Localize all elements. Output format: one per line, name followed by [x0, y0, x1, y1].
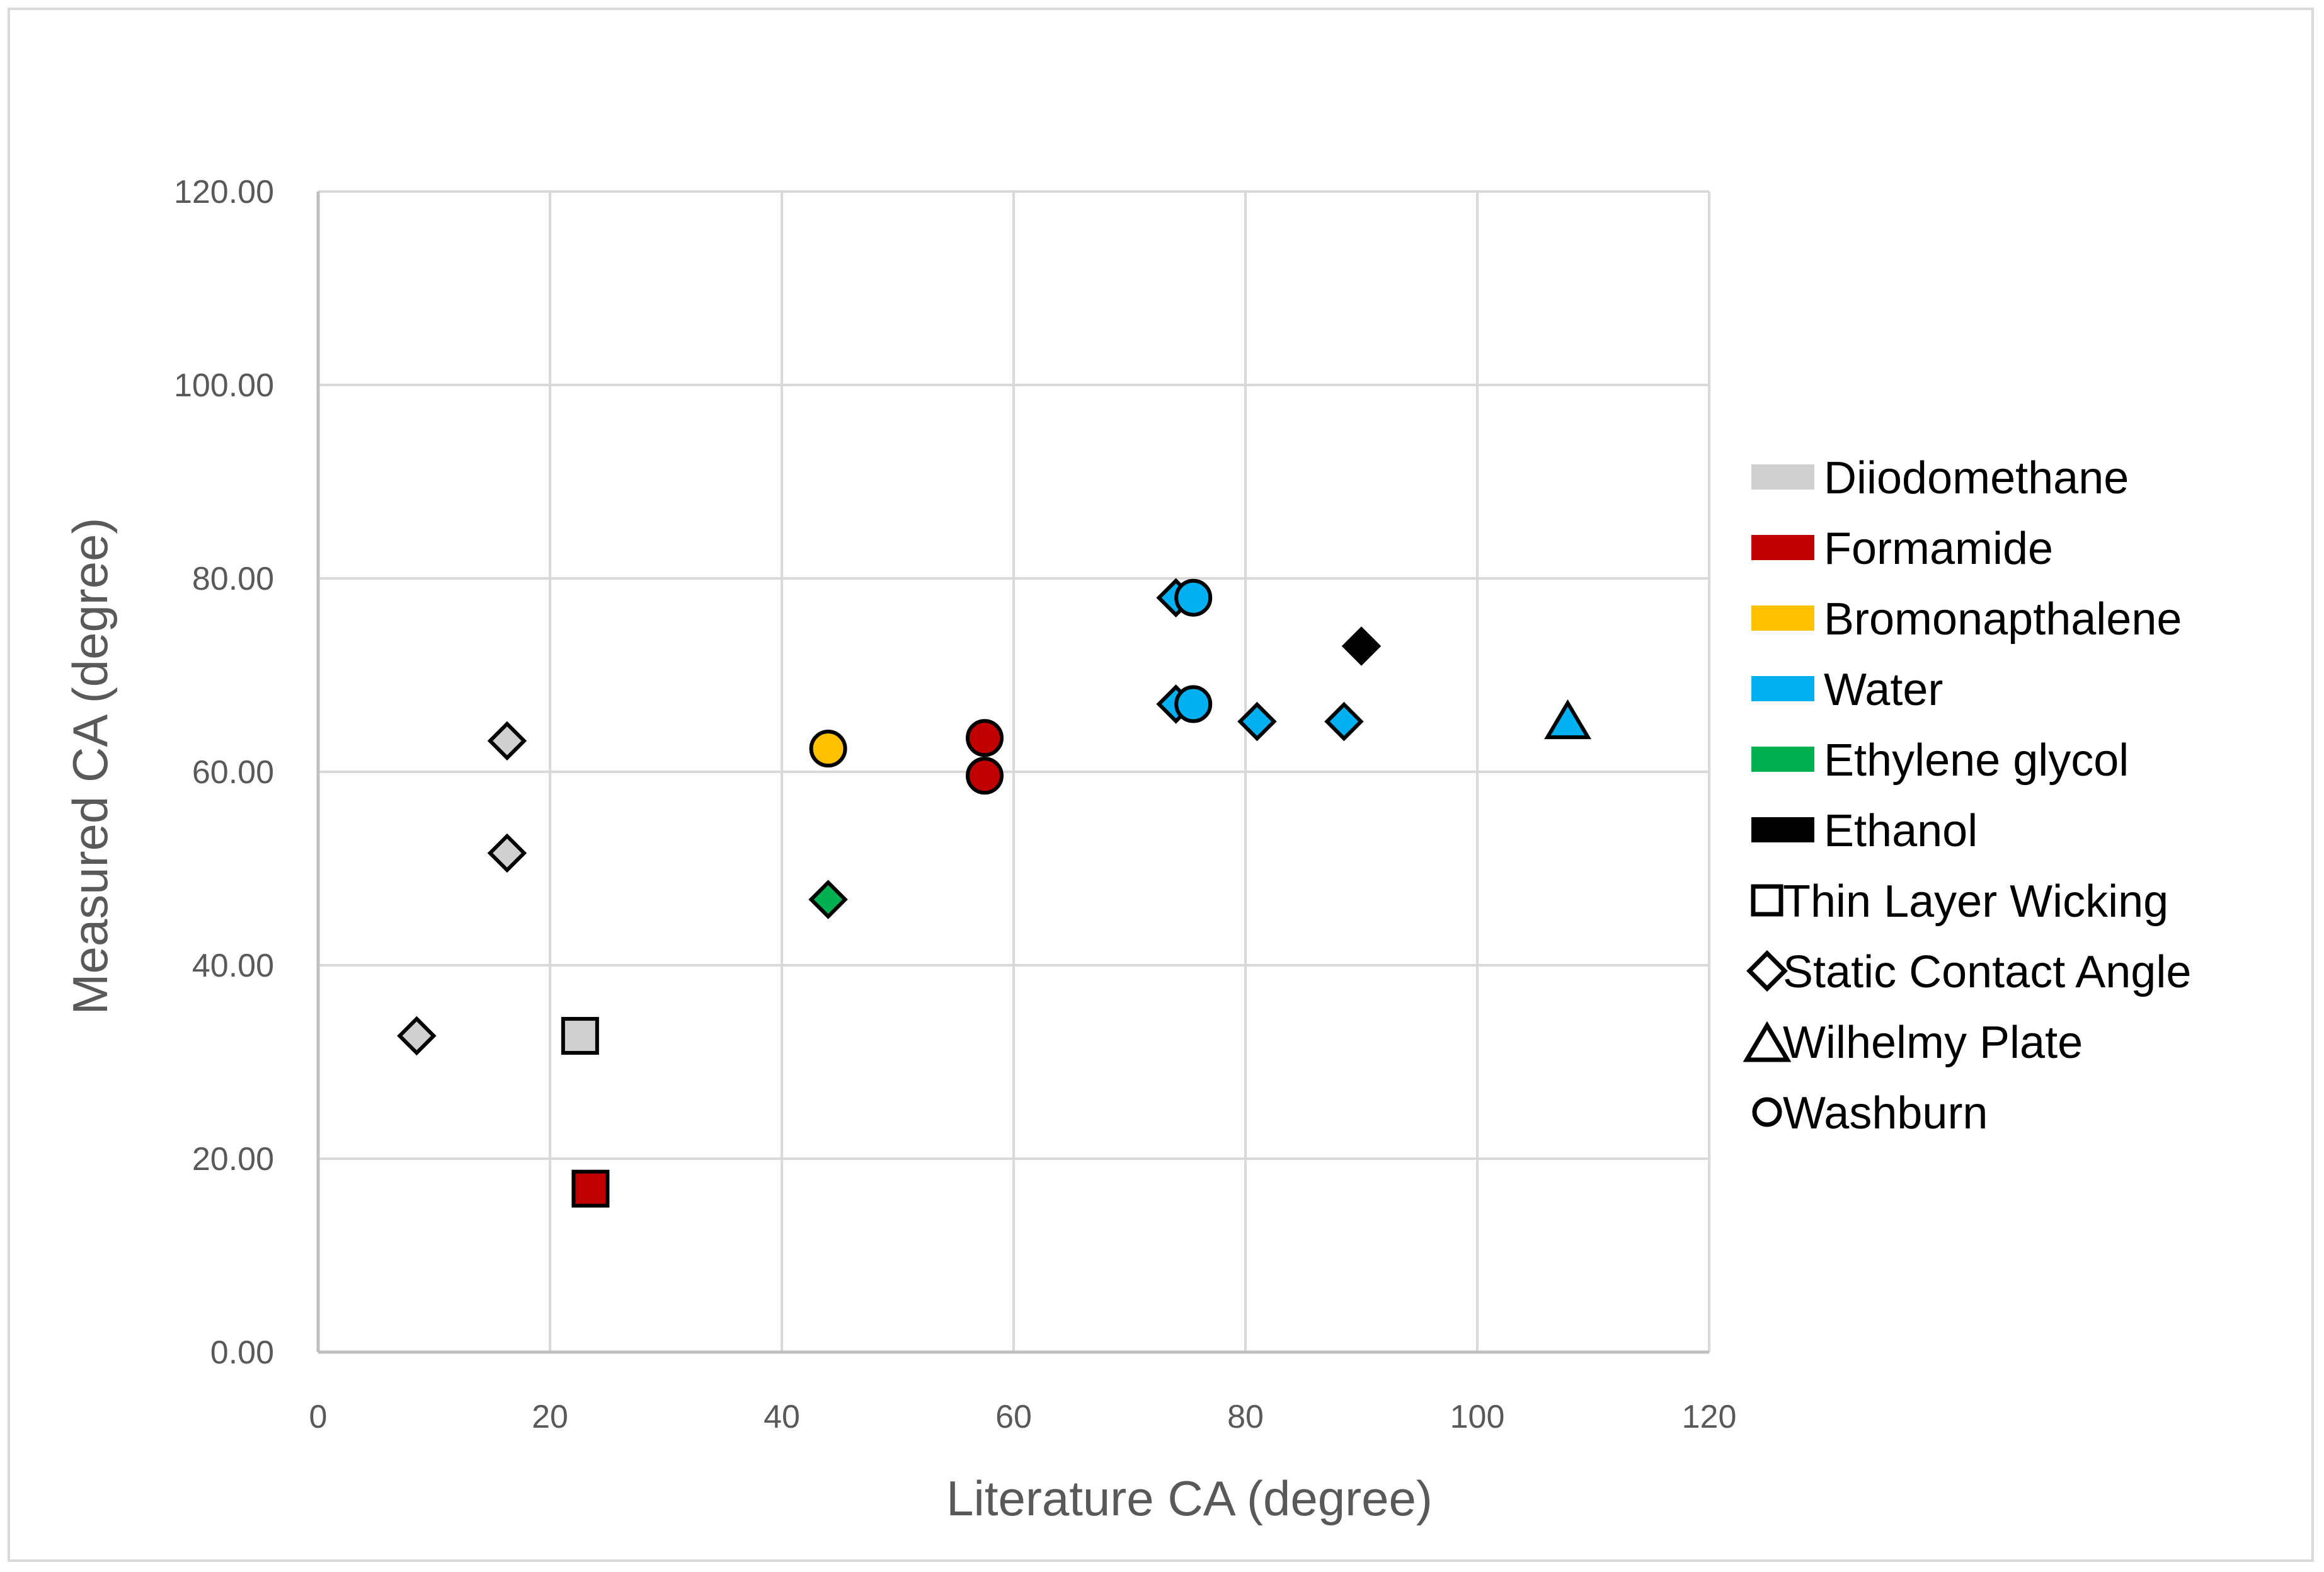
x-tick-label: 80: [1227, 1399, 1264, 1435]
data-point: [487, 721, 527, 761]
x-tick-label: 20: [532, 1399, 568, 1435]
legend-swatch: [1751, 605, 1814, 631]
y-tick-label: 0.00: [210, 1334, 274, 1371]
x-tick-label: 100: [1450, 1399, 1505, 1435]
legend-label: Wilhelmy Plate: [1783, 1018, 2083, 1068]
tick-labels: 0 20 40 60 80 100 120 0.00 20.00 40.00 60.00 80.00 1…: [174, 174, 1736, 1435]
y-tick-label: 60.00: [192, 754, 274, 791]
data-point: [809, 730, 847, 768]
legend-label: Static Contact Angle: [1783, 947, 2191, 997]
legend-marker: [1746, 950, 1788, 992]
y-axis-title: Measured CA (degree): [62, 517, 118, 1014]
legend-label: Ethanol: [1824, 806, 1978, 856]
legend-label: Diiodomethane: [1824, 453, 2129, 503]
legend: Diiodomethane Formamide Bromonapthalene Wat…: [1743, 453, 2191, 1139]
legend-label: Water: [1824, 665, 1943, 715]
legend-marker: [1751, 884, 1783, 917]
legend-swatch: [1751, 535, 1814, 560]
data-point: [1544, 699, 1591, 740]
legend-swatch: [1751, 676, 1814, 701]
y-tick-label: 40.00: [192, 948, 274, 984]
axes: [316, 192, 1709, 1354]
data-point: [571, 1169, 610, 1208]
x-tick-label: 40: [764, 1399, 800, 1435]
legend-swatch: [1751, 817, 1814, 842]
legend-swatch: [1751, 747, 1814, 772]
x-tick-label: 0: [309, 1399, 328, 1435]
y-tick-label: 120.00: [174, 174, 274, 210]
chart-frame: [8, 8, 2314, 1562]
legend-marker: [1752, 1097, 1782, 1127]
legend-label: Thin Layer Wicking: [1783, 876, 2168, 927]
legend-label: Ethylene glycol: [1824, 735, 2129, 786]
x-axis-title: Literature CA (degree): [946, 1471, 1433, 1526]
legend-marker: [1743, 1021, 1792, 1062]
data-points: [397, 578, 1591, 1208]
data-point: [561, 1017, 599, 1055]
y-tick-label: 100.00: [174, 367, 274, 404]
data-point: [808, 880, 848, 919]
data-point: [1341, 626, 1382, 666]
legend-label: Washburn: [1783, 1088, 1988, 1139]
y-tick-label: 80.00: [192, 561, 274, 597]
data-point: [1237, 701, 1277, 742]
data-point: [966, 757, 1004, 795]
data-point: [1174, 578, 1213, 617]
data-point: [966, 719, 1004, 757]
grid: [318, 190, 1710, 1352]
y-tick-label: 20.00: [192, 1141, 274, 1178]
legend-label: Formamide: [1824, 524, 2053, 574]
data-point: [1324, 701, 1364, 742]
legend-label: Bromonapthalene: [1824, 594, 2182, 645]
legend-swatch: [1751, 464, 1814, 490]
x-tick-label: 120: [1682, 1399, 1737, 1435]
data-point: [397, 1016, 437, 1056]
data-point: [487, 833, 527, 873]
x-tick-label: 60: [995, 1399, 1032, 1435]
data-point: [1174, 685, 1213, 723]
